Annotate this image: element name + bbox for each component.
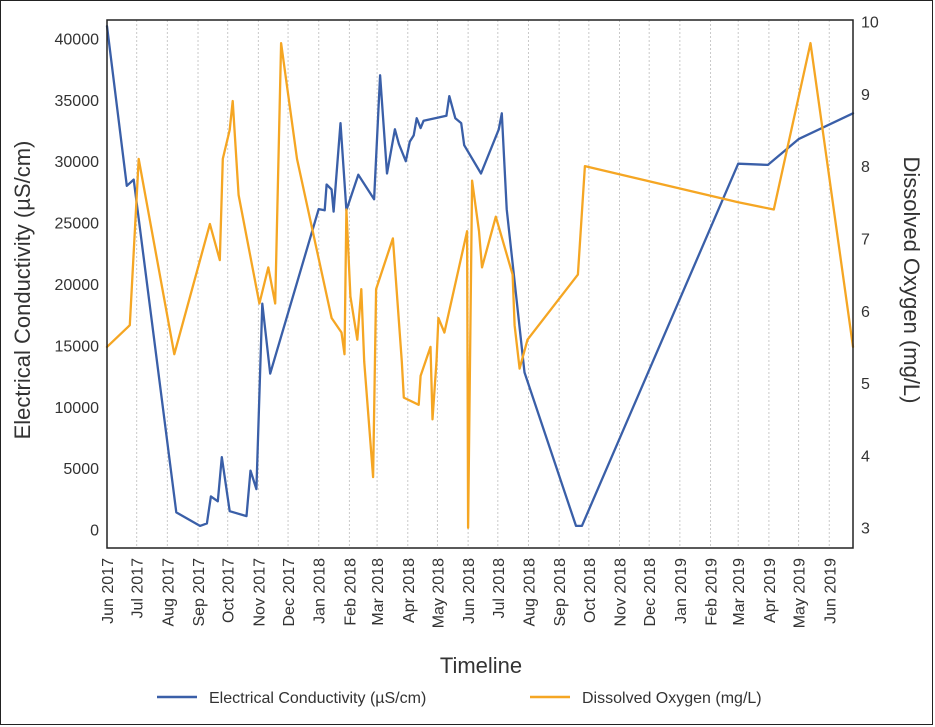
x-tick-label: Dec 2018 [642,558,659,627]
y-right-tick-label: 3 [861,521,870,538]
x-tick-label: Jan 2018 [312,558,329,624]
x-tick-label: Nov 2018 [613,558,630,627]
x-tick-label: Aug 2017 [160,558,177,627]
y-right-tick-label: 10 [861,14,879,31]
x-tick-label: Mar 2019 [731,558,748,626]
x-tick-label: Feb 2019 [704,558,721,626]
y-left-tick-label: 10000 [55,400,100,417]
y-right-tick-label: 7 [861,231,870,248]
x-tick-label: Feb 2018 [342,558,359,626]
x-axis-title: Timeline [440,653,522,678]
x-tick-label: May 2019 [792,558,809,628]
x-tick-label: Jul 2018 [491,558,508,619]
x-tick-label: Oct 2018 [582,558,599,623]
legend-label-do: Dissolved Oxygen (mg/L) [582,690,762,707]
x-tick-label: May 2018 [430,558,447,628]
y-right-tick-label: 8 [861,159,870,176]
series-line-electrical-conductivity [105,24,855,528]
y-left-tick-label: 30000 [55,154,100,171]
y-left-tick-label: 25000 [55,216,100,233]
series-lines [105,24,855,529]
y-right-tick-label: 6 [861,304,870,321]
x-tick-label: Nov 2017 [251,558,268,627]
y-left-tick-label: 0 [90,523,99,540]
x-tick-label: Jun 2017 [100,558,117,624]
y-left-tick-label: 5000 [63,461,99,478]
x-tick-label: Mar 2018 [370,558,387,626]
y-left-tick-label: 35000 [55,93,100,110]
x-tick-label: Jun 2018 [461,558,478,624]
y-left-tick-label: 20000 [55,277,100,294]
legend: Electrical Conductivity (µS/cm) Dissolve… [157,690,762,707]
x-tick-label: Aug 2018 [521,558,538,627]
y-left-tick-label: 15000 [55,338,100,355]
tick-labels: Jun 2017 Jul 2017 Aug 2017 Sep 2017 Oct 2017… [55,14,879,628]
y-right-tick-label: 4 [861,448,870,465]
plot-area-border [106,19,854,549]
x-tick-label: Jul 2017 [130,558,147,619]
y-left-tick-label: 40000 [55,31,100,48]
y-axis-right-title: Dissolved Oxygen (mg/L) [899,157,924,404]
x-tick-label: Dec 2017 [281,558,298,627]
x-tick-label: Oct 2017 [221,558,238,623]
x-tick-label: Apr 2019 [762,558,779,623]
x-tick-label: Sep 2017 [191,558,208,627]
series-line-dissolved-oxygen [105,41,855,529]
y-right-tick-label: 9 [861,87,870,104]
x-tick-label: Jan 2019 [673,558,690,624]
x-tick-label: Sep 2018 [552,558,569,627]
x-tick-label: Jun 2019 [822,558,839,624]
x-tick-label: Apr 2018 [401,558,418,623]
y-axis-left-title: Electrical Conductivity (µS/cm) [10,141,35,440]
y-right-tick-label: 5 [861,376,870,393]
legend-label-ec: Electrical Conductivity (µS/cm) [209,690,426,707]
